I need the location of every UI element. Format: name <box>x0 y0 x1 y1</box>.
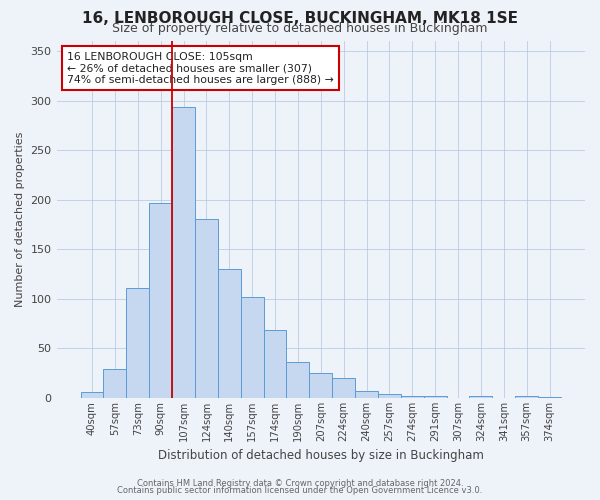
Bar <box>332 378 355 398</box>
Bar <box>538 397 561 398</box>
Bar <box>515 396 538 398</box>
Text: 16, LENBOROUGH CLOSE, BUCKINGHAM, MK18 1SE: 16, LENBOROUGH CLOSE, BUCKINGHAM, MK18 1… <box>82 11 518 26</box>
Y-axis label: Number of detached properties: Number of detached properties <box>15 132 25 307</box>
Bar <box>172 108 195 398</box>
Bar <box>103 370 127 398</box>
Bar <box>241 297 263 398</box>
Text: Size of property relative to detached houses in Buckingham: Size of property relative to detached ho… <box>112 22 488 35</box>
Bar <box>195 218 218 398</box>
Bar <box>218 269 241 398</box>
X-axis label: Distribution of detached houses by size in Buckingham: Distribution of detached houses by size … <box>158 450 484 462</box>
Text: 16 LENBOROUGH CLOSE: 105sqm
← 26% of detached houses are smaller (307)
74% of se: 16 LENBOROUGH CLOSE: 105sqm ← 26% of det… <box>67 52 334 85</box>
Bar <box>80 392 103 398</box>
Text: Contains public sector information licensed under the Open Government Licence v3: Contains public sector information licen… <box>118 486 482 495</box>
Bar <box>310 373 332 398</box>
Bar <box>401 396 424 398</box>
Bar <box>263 330 286 398</box>
Bar <box>127 288 149 398</box>
Bar <box>149 202 172 398</box>
Bar <box>355 391 378 398</box>
Text: Contains HM Land Registry data © Crown copyright and database right 2024.: Contains HM Land Registry data © Crown c… <box>137 478 463 488</box>
Bar <box>469 396 493 398</box>
Bar <box>286 362 310 398</box>
Bar <box>424 396 446 398</box>
Bar <box>378 394 401 398</box>
